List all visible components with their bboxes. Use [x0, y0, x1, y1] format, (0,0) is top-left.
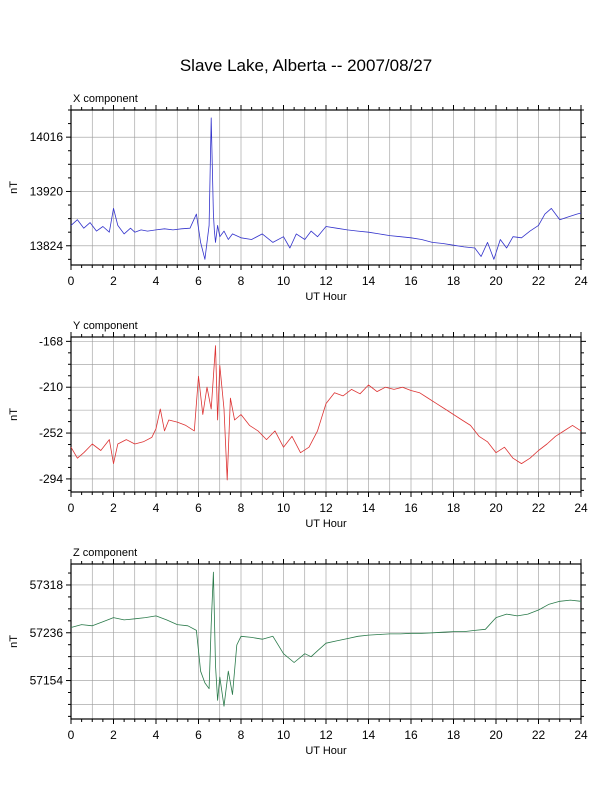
x-tick-label: 10 [277, 274, 291, 288]
y-tick-label: -210 [39, 380, 63, 394]
y-tick-label: -168 [39, 334, 63, 348]
y-tick-label: 13920 [30, 184, 64, 198]
x-tick-label: 8 [238, 274, 245, 288]
x-tick-label: 10 [277, 501, 291, 515]
x-tick-label: 2 [110, 501, 117, 515]
x-tick-label: 6 [195, 274, 202, 288]
y-tick-label: 57154 [30, 674, 64, 688]
x-tick-label: 10 [277, 728, 291, 742]
x-axis-label: UT Hour [305, 745, 347, 757]
x-tick-label: 8 [238, 728, 245, 742]
y-tick-label: -252 [39, 426, 63, 440]
x-tick-label: 20 [489, 501, 503, 515]
x-tick-label: 6 [195, 728, 202, 742]
x-tick-label: 22 [532, 274, 546, 288]
x-tick-label: 4 [153, 728, 160, 742]
x-tick-label: 12 [319, 728, 333, 742]
x-tick-label: 14 [362, 274, 376, 288]
x-tick-label: 8 [238, 501, 245, 515]
x-tick-label: 0 [68, 728, 75, 742]
y-axis-label: nT [8, 181, 20, 194]
x-tick-label: 12 [319, 501, 333, 515]
series-line [70, 117, 582, 260]
x-tick-label: 16 [404, 274, 418, 288]
x-tick-label: 16 [404, 728, 418, 742]
series-line [70, 571, 582, 707]
panel-title: X component [73, 93, 138, 105]
x-tick-label: 24 [574, 501, 588, 515]
x-tick-label: 20 [489, 728, 503, 742]
y-axis-label: nT [8, 635, 20, 648]
x-tick-label: 2 [110, 274, 117, 288]
y-tick-label: 13824 [30, 239, 64, 253]
x-tick-label: 0 [68, 501, 75, 515]
x-tick-label: 4 [153, 501, 160, 515]
x-axis-label: UT Hour [305, 291, 347, 303]
x-tick-label: 18 [447, 728, 461, 742]
x-tick-label: 18 [447, 274, 461, 288]
y-tick-label: -294 [39, 472, 63, 486]
x-tick-label: 24 [574, 728, 588, 742]
x-tick-label: 4 [153, 274, 160, 288]
x-tick-label: 12 [319, 274, 333, 288]
y-tick-label: 14016 [30, 130, 64, 144]
x-tick-label: 22 [532, 728, 546, 742]
x-tick-label: 6 [195, 501, 202, 515]
x-tick-label: 18 [447, 501, 461, 515]
y-axis-label: nT [8, 408, 20, 421]
page-title: Slave Lake, Alberta -- 2007/08/27 [179, 56, 433, 75]
x-axis-label: UT Hour [305, 518, 347, 530]
x-tick-label: 16 [404, 501, 418, 515]
x-tick-label: 20 [489, 274, 503, 288]
y-tick-label: 57318 [30, 578, 64, 592]
x-tick-label: 24 [574, 274, 588, 288]
x-tick-label: 14 [362, 728, 376, 742]
panel-title: Z component [73, 547, 137, 559]
series-line [70, 345, 582, 481]
panel-title: Y component [73, 320, 138, 332]
x-tick-label: 2 [110, 728, 117, 742]
y-tick-label: 57236 [30, 626, 64, 640]
x-tick-label: 22 [532, 501, 546, 515]
x-tick-label: 14 [362, 501, 376, 515]
x-tick-label: 0 [68, 274, 75, 288]
